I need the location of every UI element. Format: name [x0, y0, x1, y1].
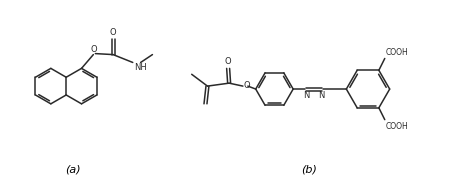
- Text: O: O: [110, 28, 117, 37]
- Text: (a): (a): [64, 165, 80, 175]
- Text: COOH: COOH: [386, 47, 409, 57]
- Text: COOH: COOH: [386, 122, 409, 131]
- Text: O: O: [90, 45, 97, 54]
- Text: NH: NH: [134, 63, 146, 73]
- Text: N: N: [303, 91, 309, 100]
- Text: (b): (b): [301, 165, 317, 175]
- Text: O: O: [244, 81, 251, 90]
- Text: N: N: [319, 91, 325, 100]
- Text: O: O: [225, 57, 231, 66]
